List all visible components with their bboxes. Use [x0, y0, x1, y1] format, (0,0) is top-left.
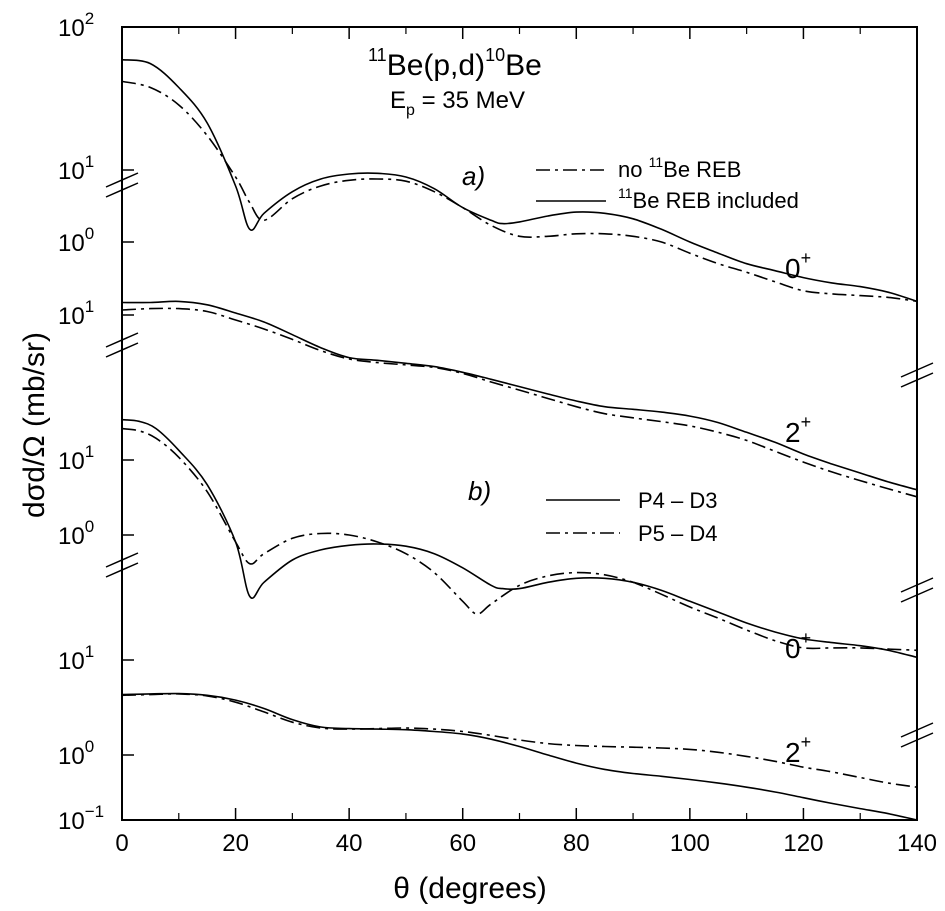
x-axis-title: θ (degrees): [393, 872, 546, 905]
curve-panel-a-2plus-dashdot: [121, 307, 918, 498]
curves: [121, 58, 918, 821]
legend-a-entry-no-reb: no 11Be REB: [618, 154, 741, 182]
axis-break-mark-3: [900, 362, 934, 378]
y-tick-label-8: 10−1: [58, 802, 104, 835]
state-b2-base: 2: [785, 737, 801, 768]
y-tick-exp: 0: [85, 224, 94, 243]
state-label-a-0plus: 0+: [785, 248, 811, 284]
curve-panel-a-0plus-solid: [121, 58, 918, 303]
legend-b-entry-p4-d3: P4 – D3: [638, 488, 718, 513]
x-tick-label-120: 120: [783, 830, 823, 857]
y-tick-exp: 2: [85, 9, 94, 28]
legend-b-entry-p5-d4: P5 – D4: [638, 521, 718, 546]
y-tick-base: 10: [58, 743, 85, 770]
curve-panel-b-0plus-solid: [121, 418, 918, 659]
axis-break-mark-1: [105, 342, 139, 358]
axis-break-mark-0: [105, 172, 139, 188]
state-b0-sup: +: [801, 628, 812, 648]
title-reaction: Be(p,d): [387, 49, 485, 82]
axis-break-mark-0: [105, 182, 139, 198]
axis-break-mark-2: [105, 562, 139, 578]
state-a0-base: 0: [785, 253, 801, 284]
panel-b-label: b): [468, 476, 491, 506]
state-a0-sup: +: [801, 248, 812, 268]
y-tick-base: 10: [58, 158, 85, 185]
state-b2-sup: +: [801, 732, 812, 752]
panel-a-label: a): [462, 161, 485, 191]
y-tick-label-4: 101: [58, 442, 94, 475]
x-tick-label-140: 140: [897, 830, 937, 857]
y-tick-label-3: 101: [58, 297, 94, 330]
y-tick-label-0: 102: [58, 9, 94, 42]
y-tick-exp: 1: [85, 297, 94, 316]
x-tick-label-80: 80: [563, 830, 590, 857]
x-tick-label-60: 60: [449, 830, 476, 857]
chart-subtitle-energy: Ep = 35 MeV: [390, 87, 525, 119]
title-product: Be: [505, 49, 542, 82]
title-sup-11: 11: [368, 45, 387, 65]
y-tick-base: 10: [58, 523, 85, 550]
y-tick-base: 10: [58, 448, 85, 475]
curve-panel-b-2plus-dashdot: [121, 693, 918, 788]
state-label-a-2plus: 2+: [785, 412, 811, 448]
ticks: [121, 26, 918, 821]
y-tick-exp: 1: [85, 642, 94, 661]
y-tick-exp: −1: [85, 802, 104, 821]
y-tick-label-6: 101: [58, 642, 94, 675]
y-axis-title: dσd/Ω (mb/sr): [18, 332, 51, 518]
y-tick-exp: 0: [85, 737, 94, 756]
axis-break-mark-2: [105, 552, 139, 568]
x-tick-labels: 0 20 40 60 80 100 120 140: [115, 830, 937, 857]
curve-panel-b-2plus-solid: [121, 692, 918, 821]
axis-break-mark-1: [105, 332, 139, 348]
chart-title: 11Be(p,d)10Be: [368, 45, 542, 82]
legend-a1-pre: no: [618, 157, 649, 182]
legend-a1-post: Be REB: [663, 157, 741, 182]
axis-break-mark-3: [900, 372, 934, 388]
state-b0-base: 0: [785, 633, 801, 664]
y-tick-label-1: 101: [58, 152, 94, 185]
y-tick-label-2: 100: [58, 224, 94, 257]
state-a2-sup: +: [801, 412, 812, 432]
state-label-b-0plus: 0+: [785, 628, 811, 664]
y-tick-base: 10: [58, 303, 85, 330]
x-tick-label-100: 100: [670, 830, 710, 857]
y-tick-base: 10: [58, 648, 85, 675]
x-tick-label-40: 40: [336, 830, 363, 857]
energy-E: E: [390, 87, 406, 114]
curve-panel-a-2plus-solid: [121, 300, 918, 491]
y-tick-exp: 1: [85, 442, 94, 461]
state-a2-base: 2: [785, 417, 801, 448]
axis-break-mark-5: [900, 732, 934, 748]
y-tick-base: 10: [58, 15, 85, 42]
energy-value: = 35 MeV: [415, 87, 525, 114]
curve-panel-a-0plus-dashdot: [121, 80, 918, 303]
y-tick-base: 10: [58, 230, 85, 257]
axis-break-mark-4: [900, 577, 934, 593]
x-tick-label-0: 0: [115, 830, 128, 857]
y-tick-exp: 0: [85, 517, 94, 536]
axis-break-mark-5: [900, 722, 934, 738]
energy-sub: p: [406, 102, 415, 119]
state-label-b-2plus: 2+: [785, 732, 811, 768]
legend-a1-sup: 11: [649, 154, 664, 170]
legend-a-entry-reb-included: 11Be REB included: [618, 185, 799, 213]
legend-a2-sup: 11: [618, 185, 633, 201]
y-tick-exp: 1: [85, 152, 94, 171]
y-tick-label-5: 100: [58, 517, 94, 550]
x-tick-label-20: 20: [222, 830, 249, 857]
curve-panel-b-0plus-dashdot: [121, 427, 918, 652]
title-sup-10: 10: [485, 45, 505, 65]
axis-breaks: [105, 172, 934, 748]
legend-a2-post: Be REB included: [633, 188, 799, 213]
y-tick-label-7: 100: [58, 737, 94, 770]
y-tick-base: 10: [58, 808, 85, 835]
axis-break-mark-4: [900, 587, 934, 603]
